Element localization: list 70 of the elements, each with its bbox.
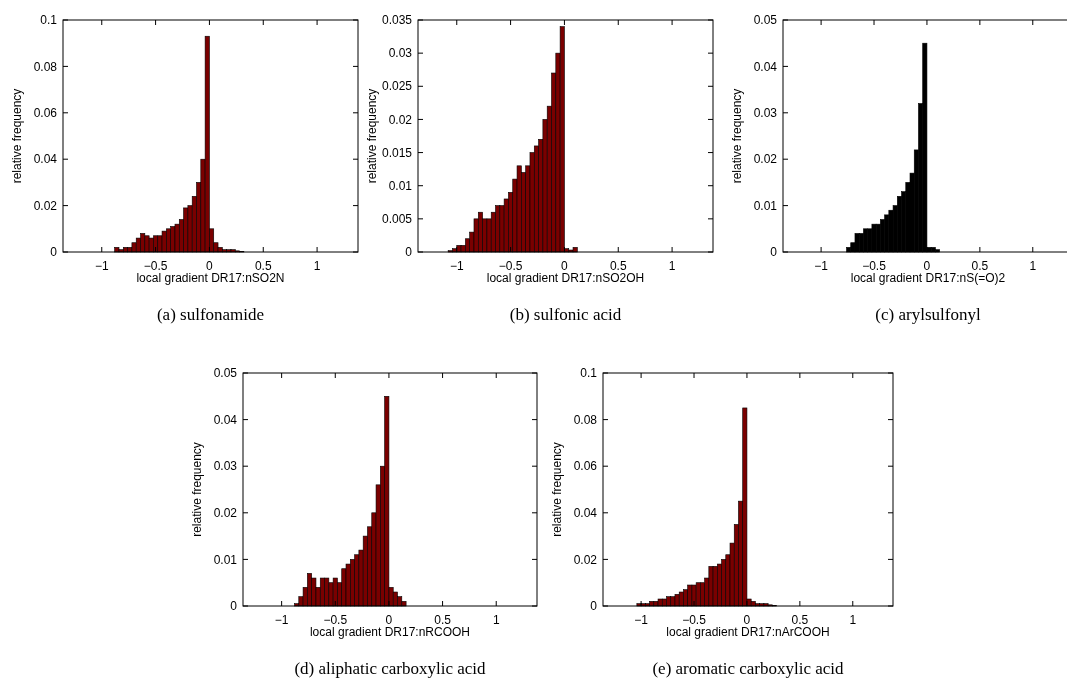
y-tick-label: 0.02 — [388, 112, 413, 127]
y-tick-label: 0.01 — [213, 552, 238, 567]
y-tick-label: 0.05 — [213, 366, 238, 381]
x-tick-label: −0.5 — [862, 259, 887, 273]
y-tick-label: 0.015 — [381, 145, 413, 160]
y-tick-label: 0.01 — [753, 198, 778, 213]
y-tick-label: 0.035 — [381, 13, 413, 28]
y-tick-label: 0 — [50, 245, 58, 260]
y-tick-label: 0 — [230, 599, 238, 614]
x-tick-label: 1 — [313, 259, 321, 273]
y-tick-label: 0.04 — [753, 59, 778, 74]
x-axis-title: local gradient DR17:nS(=O)2 — [850, 271, 1006, 285]
y-tick-label: 0.025 — [381, 79, 413, 94]
x-tick-label: 0 — [561, 259, 569, 273]
x-tick-label: −0.5 — [143, 259, 168, 273]
y-axis-title: relative frequency — [10, 88, 24, 184]
y-tick-label: 0.04 — [213, 412, 238, 427]
x-tick-label: 0.5 — [791, 613, 809, 627]
x-tick-label: −1 — [634, 613, 649, 627]
text: (e) aromatic carboxylic acid — [652, 659, 845, 678]
y-tick-label: 0.005 — [381, 212, 413, 227]
y-tick-label: 0 — [770, 245, 778, 260]
x-tick-label: 1 — [668, 259, 676, 273]
y-axis-title: relative frequency — [190, 442, 204, 537]
y-tick-label: 0.02 — [33, 198, 58, 213]
y-tick-label: 0.03 — [213, 459, 238, 474]
y-tick-label: 0.04 — [33, 152, 58, 167]
x-tick-label: 0.5 — [609, 259, 627, 273]
y-tick-label: 0.1 — [40, 13, 58, 28]
x-axis-title: local gradient DR17:nSO2OH — [486, 271, 645, 285]
x-tick-label: 0 — [923, 259, 931, 273]
x-tick-label: 0.5 — [971, 259, 989, 273]
y-axis-title: relative frequency — [550, 442, 564, 537]
y-tick-label: 0.02 — [573, 552, 598, 567]
y-tick-label: 0.01 — [388, 178, 413, 193]
y-tick-label: 0.02 — [213, 506, 238, 520]
x-tick-label: 1 — [492, 613, 500, 627]
text: (d) aliphatic carboxylic acid — [294, 659, 487, 678]
x-tick-label: 1 — [1029, 259, 1037, 273]
x-tick-label: −1 — [274, 613, 289, 627]
x-tick-label: 0 — [743, 613, 751, 627]
y-tick-label: 0.03 — [753, 106, 778, 120]
y-tick-label: 0.06 — [33, 106, 58, 120]
y-tick-label: 0.05 — [753, 13, 778, 28]
y-tick-label: 0.1 — [580, 366, 598, 381]
x-tick-label: −1 — [814, 259, 829, 273]
y-tick-label: 0.02 — [753, 152, 778, 167]
y-tick-label: 0.03 — [388, 46, 413, 61]
x-axis-title: local gradient DR17:nRCOOH — [309, 625, 471, 639]
x-tick-label: −1 — [94, 259, 109, 273]
y-axis-title: relative frequency — [365, 88, 379, 184]
text: (a) sulfonamide — [156, 305, 265, 324]
y-tick-label: 0 — [405, 245, 413, 260]
text: (c) arylsulfonyl — [875, 305, 981, 324]
x-tick-label: 0.5 — [254, 259, 272, 273]
text: (b) sulfonic acid — [509, 305, 622, 324]
x-tick-label: 1 — [849, 613, 857, 627]
x-tick-label: −0.5 — [498, 259, 523, 273]
x-tick-label: −0.5 — [682, 613, 707, 627]
y-tick-label: 0.06 — [573, 459, 598, 474]
y-tick-label: 0.04 — [573, 506, 598, 520]
y-tick-label: 0.08 — [33, 59, 58, 74]
y-axis-title: relative frequency — [730, 88, 744, 184]
x-axis-title: local gradient DR17:nArCOOH — [666, 625, 830, 639]
x-tick-label: −0.5 — [323, 613, 348, 627]
x-axis-title: local gradient DR17:nSO2N — [136, 271, 285, 285]
y-tick-label: 0 — [590, 599, 598, 614]
x-tick-label: 0.5 — [434, 613, 452, 627]
x-tick-label: −1 — [449, 259, 464, 273]
y-tick-label: 0.08 — [573, 412, 598, 427]
